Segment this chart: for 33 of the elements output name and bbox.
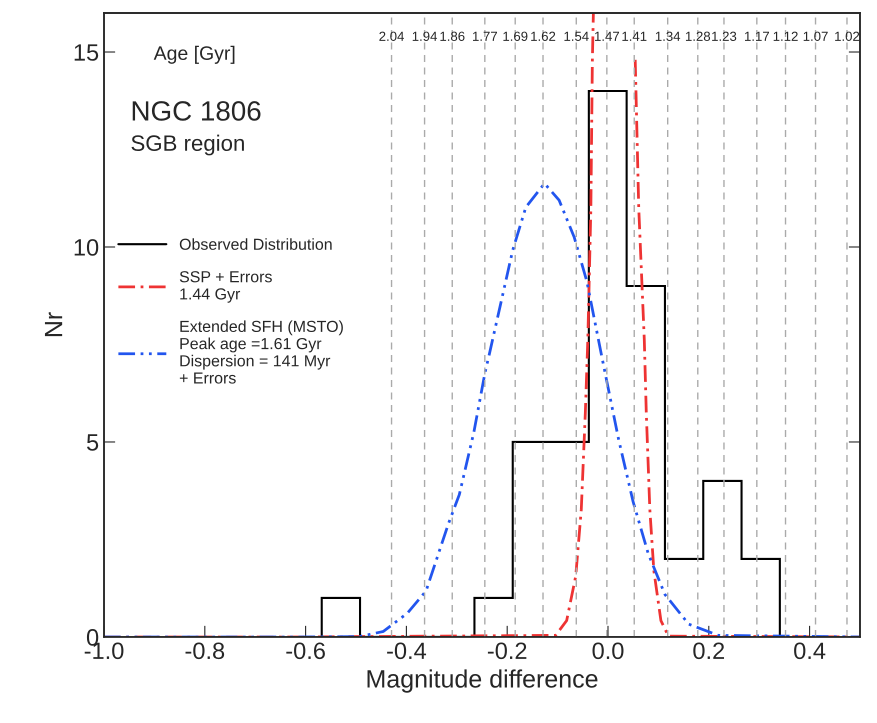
x2-tick-label: 1.69	[503, 32, 528, 41]
x-tick-label: -0.4	[387, 642, 426, 660]
x-axis-title: Magnitude difference	[368, 669, 598, 693]
x2-tick-label: 1.28	[686, 32, 710, 41]
legend-label: Extended SFH (MSTO) Peak age =1.61 Gyr Dispersion = 141 Myr + Errors	[180, 320, 343, 384]
y-tick-label: 5	[86, 434, 98, 451]
x-tick-label: 0.2	[693, 642, 724, 660]
annotation: NGC 1806	[132, 101, 260, 121]
x2-tick-label: 1.54	[564, 32, 589, 41]
x2-axis-title: Age [Gyr]	[154, 46, 234, 64]
x2-tick-label: 1.17	[744, 32, 770, 41]
x2-tick-label: 1.86	[440, 32, 465, 41]
x2-tick-label: 1.62	[531, 32, 556, 41]
x2-tick-label: 1.12	[774, 32, 798, 41]
x-tick-label: 0.4	[794, 642, 826, 660]
x-tick-label: 0.0	[592, 642, 624, 660]
x2-tick-label: 2.04	[379, 32, 404, 41]
legend-label: SSP + Errors 1.44 Gyr	[180, 271, 272, 303]
x2-tick-label: 1.23	[712, 32, 736, 41]
x-tick-label: -0.8	[186, 642, 224, 660]
x2-tick-label: 1.47	[595, 32, 620, 41]
x2-tick-label: 1.94	[412, 32, 438, 41]
x2-tick-label: 1.77	[472, 32, 498, 41]
x-tick-label: -0.6	[286, 642, 325, 660]
legend-label: Observed Distribution	[180, 238, 332, 250]
y-axis-title: Nr	[44, 312, 62, 336]
y-tick-label: 10	[74, 239, 98, 256]
x2-tick-label: 1.41	[622, 32, 646, 41]
x-tick-label: -0.2	[488, 642, 526, 660]
annotation: SGB region	[131, 134, 244, 156]
y-tick-label: 15	[74, 44, 98, 61]
x2-tick-label: 1.34	[656, 32, 680, 41]
x2-tick-label: 1.07	[804, 32, 828, 41]
